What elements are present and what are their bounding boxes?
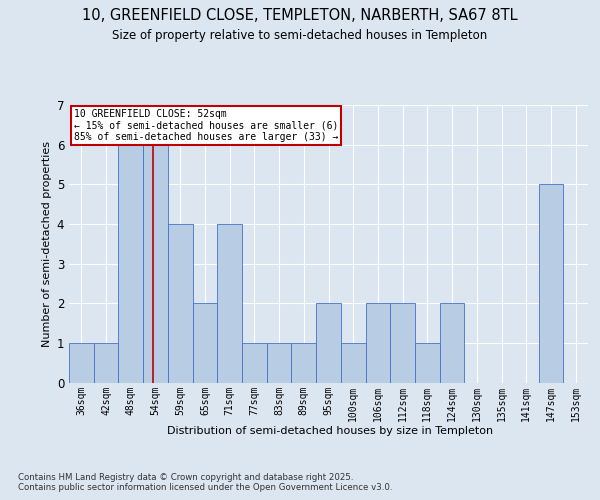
Bar xyxy=(94,343,118,382)
Bar xyxy=(440,303,464,382)
Bar xyxy=(143,144,168,382)
Bar xyxy=(118,144,143,382)
Bar xyxy=(539,184,563,382)
Y-axis label: Number of semi-detached properties: Number of semi-detached properties xyxy=(43,141,52,347)
Text: 10, GREENFIELD CLOSE, TEMPLETON, NARBERTH, SA67 8TL: 10, GREENFIELD CLOSE, TEMPLETON, NARBERT… xyxy=(82,8,518,22)
Bar xyxy=(316,303,341,382)
Bar xyxy=(217,224,242,382)
Bar xyxy=(242,343,267,382)
Bar xyxy=(415,343,440,382)
Text: Size of property relative to semi-detached houses in Templeton: Size of property relative to semi-detach… xyxy=(112,29,488,42)
Bar xyxy=(69,343,94,382)
Text: 10 GREENFIELD CLOSE: 52sqm
← 15% of semi-detached houses are smaller (6)
85% of : 10 GREENFIELD CLOSE: 52sqm ← 15% of semi… xyxy=(74,109,338,142)
Bar xyxy=(341,343,365,382)
Bar xyxy=(390,303,415,382)
Bar xyxy=(267,343,292,382)
Text: Contains HM Land Registry data © Crown copyright and database right 2025.
Contai: Contains HM Land Registry data © Crown c… xyxy=(18,472,392,492)
Bar xyxy=(292,343,316,382)
Bar xyxy=(365,303,390,382)
Bar xyxy=(168,224,193,382)
Bar xyxy=(193,303,217,382)
Text: Distribution of semi-detached houses by size in Templeton: Distribution of semi-detached houses by … xyxy=(167,426,493,436)
